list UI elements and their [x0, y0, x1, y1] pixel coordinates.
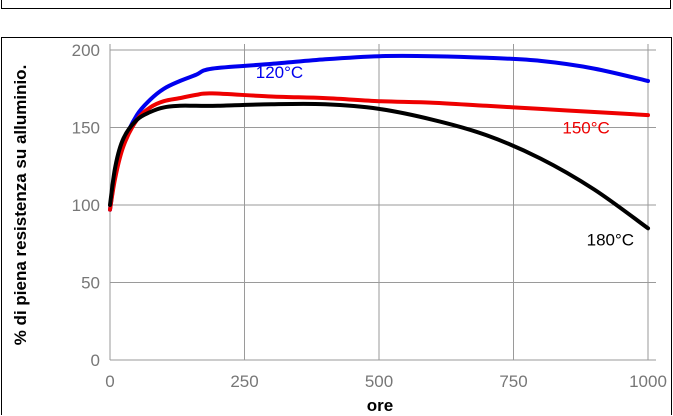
series-label-180°C: 180°C — [587, 230, 634, 249]
series-line-180°C — [108, 101, 650, 231]
series-label-150°C: 150°C — [562, 119, 609, 138]
chart-frame — [1, 37, 672, 415]
x-tick-label: 1000 — [629, 372, 667, 391]
tick-labels: 0 250 500 750 1000 0 50 100 150 200 — [72, 41, 667, 391]
y-tick-label: 50 — [81, 274, 100, 293]
y-axis-title: % di piena resistenza su alluminio. — [11, 65, 30, 346]
y-tick-label: 150 — [72, 119, 100, 138]
x-axis-title: ore — [367, 396, 393, 415]
series-lines — [108, 53, 650, 231]
x-tick-label: 500 — [365, 372, 393, 391]
top-panel-border — [1, 0, 671, 9]
x-tick-label: 750 — [499, 372, 527, 391]
x-tick-label: 250 — [230, 372, 258, 391]
y-tick-label: 200 — [72, 41, 100, 60]
series-label-120°C: 120°C — [256, 63, 303, 82]
grid — [109, 44, 656, 361]
x-tick-label: 0 — [105, 372, 114, 391]
y-tick-label: 0 — [91, 351, 100, 370]
series-labels: 120°C 150°C 180°C — [256, 63, 634, 249]
y-tick-label: 100 — [72, 196, 100, 215]
